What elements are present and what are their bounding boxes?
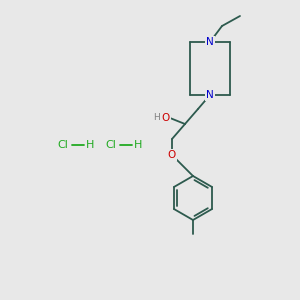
Text: O: O — [168, 150, 176, 160]
Text: Cl: Cl — [106, 140, 116, 150]
Text: H: H — [154, 113, 160, 122]
Text: H: H — [86, 140, 94, 150]
Text: H: H — [134, 140, 142, 150]
Text: N: N — [206, 90, 214, 100]
Text: N: N — [206, 37, 214, 47]
Text: O: O — [162, 113, 170, 123]
Text: Cl: Cl — [58, 140, 68, 150]
